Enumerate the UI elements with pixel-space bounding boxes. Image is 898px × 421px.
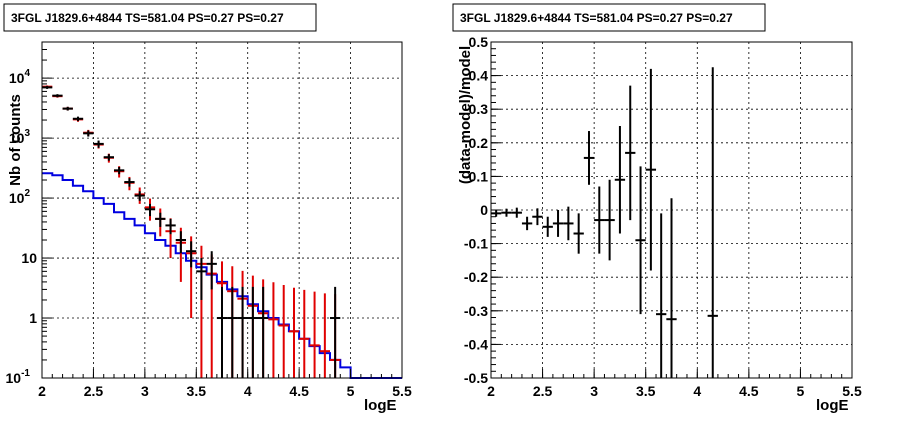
residual-point (511, 207, 522, 218)
residual-point (604, 179, 615, 261)
model-total-point (288, 287, 300, 378)
data-point (114, 166, 125, 175)
residual-point (656, 213, 667, 378)
data-point (247, 286, 258, 378)
model-total-point (278, 285, 289, 378)
residual-panel: 3FGL J1829.6+4844 TS=581.04 PS=0.27 PS=0… (452, 3, 862, 414)
data-point (93, 140, 104, 148)
data-point (258, 286, 269, 378)
residual-x-tick-label: 5.5 (842, 383, 862, 399)
residual-point (491, 210, 502, 217)
residual-points (491, 67, 718, 378)
residual-y-tick-label: -0.2 (464, 269, 488, 285)
counts-x-tick-label: 5.5 (392, 383, 412, 399)
data-point (330, 286, 341, 378)
residual-point (625, 85, 636, 221)
counts-y-tick-label: 104 (9, 68, 31, 86)
residual-point (542, 216, 553, 237)
counts-title: 3FGL J1829.6+4844 TS=581.04 PS=0.27 PS=0… (11, 11, 284, 25)
counts-panel: 3FGL J1829.6+4844 TS=581.04 PS=0.27 PS=0… (3, 3, 412, 414)
residual-title: 3FGL J1829.6+4844 TS=581.04 PS=0.27 PS=0… (460, 11, 733, 25)
residual-point (614, 126, 626, 234)
residual-y-tick-label: 0.2 (469, 135, 489, 151)
counts-y-tick-label: 10 (21, 250, 37, 266)
counts-y-axis-label: Nb of counts (7, 94, 24, 186)
data-point (124, 178, 135, 187)
residual-y-tick-label: 0.4 (469, 68, 489, 84)
data-point (175, 231, 186, 254)
residual-point (573, 213, 584, 254)
residual-point (563, 206, 574, 241)
data-point (216, 286, 228, 378)
data-point (103, 154, 114, 161)
residual-point (666, 198, 677, 378)
residual-y-tick-label: -0.4 (464, 336, 488, 352)
data-point (62, 106, 73, 111)
data-point (237, 286, 248, 378)
counts-title-box: 3FGL J1829.6+4844 TS=581.04 PS=0.27 PS=0… (3, 3, 317, 32)
residual-y-tick-label: 0 (480, 202, 488, 218)
data-point (186, 241, 197, 268)
residual-x-tick-label: 2.5 (533, 383, 553, 399)
residual-point (583, 131, 595, 185)
data-point (134, 191, 145, 201)
model-total-point (299, 289, 310, 378)
residual-x-tick-label: 4.5 (739, 383, 759, 399)
counts-x-tick-label: 2 (38, 383, 46, 399)
model-total-point (268, 282, 279, 378)
residual-point (532, 208, 543, 226)
counts-plot-frame (41, 41, 403, 379)
residual-y-tick-label: 0.3 (469, 101, 489, 117)
data-point (196, 258, 207, 300)
counts-grid (42, 42, 402, 378)
residual-y-tick-label: -0.3 (464, 303, 488, 319)
data-point (83, 130, 94, 137)
model-total-points (42, 85, 341, 378)
data-point (165, 218, 176, 235)
model-total-point (319, 293, 330, 378)
residual-x-tick-label: 3.5 (636, 383, 656, 399)
data-point (72, 116, 84, 122)
residual-x-tick-label: 2 (487, 383, 495, 399)
residual-x-axis-label: logE (816, 397, 849, 414)
residual-point (501, 208, 512, 217)
data-point (144, 203, 156, 217)
residual-y-tick-label: 0.5 (469, 34, 489, 50)
counts-x-tick-label: 4 (244, 383, 252, 399)
counts-x-tick-label: 4.5 (289, 383, 309, 399)
residual-y-tick-label: 0.1 (469, 168, 489, 184)
residual-y-axis-label: (data-model)/model (457, 46, 474, 184)
counts-x-tick-label: 3 (141, 383, 149, 399)
counts-x-tick-label: 5 (347, 383, 355, 399)
residual-point (635, 166, 646, 315)
data-point (227, 286, 238, 378)
residual-point (645, 68, 657, 271)
residual-axes: 2 2.5 3 3.5 4 4.5 5 5.5 -0.5 -0.4 -0.3 -0.2 -0.1 0 0.1… (464, 34, 862, 399)
model-total-point (309, 291, 320, 378)
counts-y-tick-label: 1 (29, 310, 37, 326)
residual-point (521, 216, 533, 231)
residual-x-tick-label: 5 (797, 383, 805, 399)
residual-point (594, 186, 605, 254)
residual-x-tick-label: 4 (693, 383, 701, 399)
counts-x-axis-label: logE (364, 397, 397, 414)
residual-y-tick-label: -0.5 (464, 370, 488, 386)
data-point (206, 251, 217, 290)
residual-y-tick-label: -0.1 (464, 236, 488, 252)
counts-y-tick-label: 10-1 (6, 368, 31, 386)
counts-x-tick-label: 2.5 (84, 383, 104, 399)
data-point (52, 94, 63, 98)
residual-x-tick-label: 3 (590, 383, 598, 399)
residual-title-box: 3FGL J1829.6+4844 TS=581.04 PS=0.27 PS=0… (452, 3, 766, 32)
counts-y-tick-label: 102 (9, 188, 31, 206)
residual-point (552, 210, 564, 237)
residual-point (707, 67, 718, 378)
data-points (42, 85, 341, 378)
data-point (155, 212, 166, 227)
counts-x-tick-label: 3.5 (187, 383, 207, 399)
